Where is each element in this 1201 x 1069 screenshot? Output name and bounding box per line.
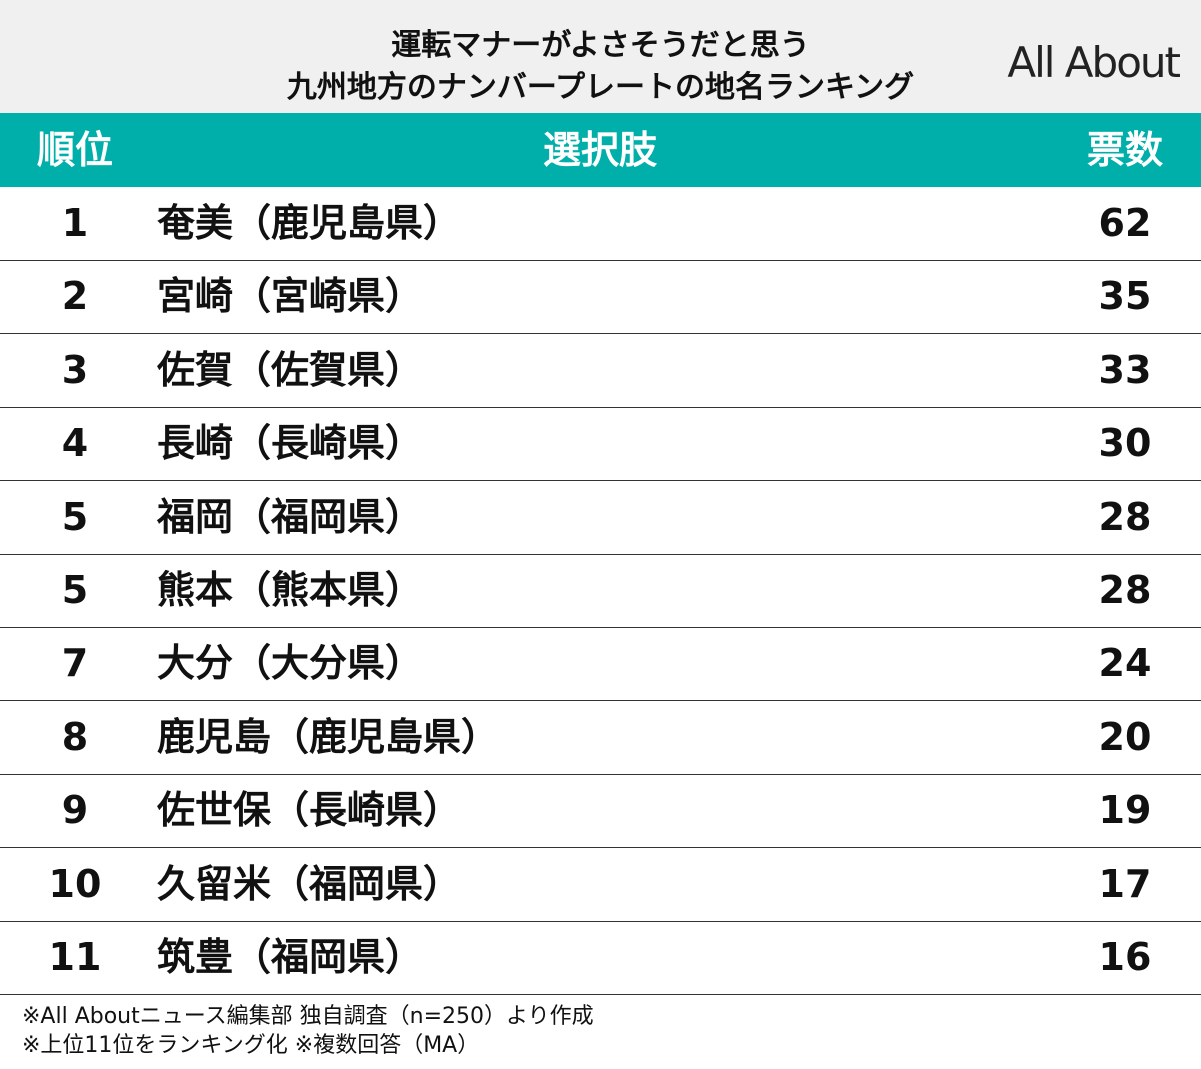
logo: All About <box>1007 38 1181 87</box>
votes: 30 <box>1098 421 1152 466</box>
table-row: 10 久留米（福岡県） 17 <box>0 848 1201 922</box>
rank: 10 <box>48 861 102 906</box>
votes: 33 <box>1098 347 1152 392</box>
table-row: 11 筑豊（福岡県） 16 <box>0 921 1201 995</box>
table-row: 3 佐賀（佐賀県） 33 <box>0 334 1201 408</box>
choice: 久留米（福岡県） <box>157 861 462 906</box>
rank: 7 <box>61 641 89 686</box>
choice: 熊本（熊本県） <box>157 568 424 612</box>
votes: 35 <box>1098 274 1152 319</box>
choice: 佐賀（佐賀県） <box>157 347 424 392</box>
table-row: 1 奄美（鹿児島県） 62 <box>0 187 1201 261</box>
choice: 奄美（鹿児島県） <box>157 201 462 245</box>
rank: 5 <box>61 568 89 612</box>
rank: 9 <box>61 788 89 833</box>
votes: 62 <box>1098 201 1152 245</box>
rank: 5 <box>61 494 89 539</box>
votes: 24 <box>1098 641 1152 686</box>
column-header: 票数 <box>1086 128 1163 172</box>
choice: 佐世保（長崎県） <box>157 788 462 833</box>
choice: 筑豊（福岡県） <box>157 935 424 979</box>
votes: 28 <box>1098 494 1152 539</box>
rank: 8 <box>61 714 89 759</box>
votes: 19 <box>1098 788 1152 833</box>
rank: 1 <box>61 201 89 245</box>
rank: 3 <box>61 347 89 392</box>
title-line: 運転マナーがよさそうだと思う <box>391 28 810 63</box>
table-row: 9 佐世保（長崎県） 19 <box>0 774 1201 849</box>
table-row: 2 宮崎（宮崎県） 35 <box>0 260 1201 335</box>
table-row: 8 鹿児島（鹿児島県） 20 <box>0 701 1201 775</box>
title-line: 九州地方のナンバープレートの地名ランキング <box>286 70 915 105</box>
column-header: 選択肢 <box>542 128 657 172</box>
votes: 28 <box>1098 568 1152 612</box>
table-header: 順位 選択肢 票数 <box>0 113 1201 187</box>
rank: 4 <box>61 421 89 466</box>
table-row: 5 福岡（福岡県） 28 <box>0 481 1201 555</box>
table-row: 4 長崎（長崎県） 30 <box>0 407 1201 482</box>
footnote: ※All Aboutニュース編集部 独自調査（n=250）より作成 <box>22 1004 594 1029</box>
rank: 11 <box>48 935 102 979</box>
choice: 鹿児島（鹿児島県） <box>157 714 500 759</box>
choice: 宮崎（宮崎県） <box>157 274 424 319</box>
header: 運転マナーがよさそうだと思う 九州地方のナンバープレートの地名ランキング All… <box>0 0 1201 113</box>
column-header: 順位 <box>36 128 113 172</box>
choice: 福岡（福岡県） <box>157 494 424 539</box>
votes: 17 <box>1098 861 1152 906</box>
table-row: 5 熊本（熊本県） 28 <box>0 554 1201 628</box>
table-row: 7 大分（大分県） 24 <box>0 627 1201 702</box>
choice: 大分（大分県） <box>157 641 424 686</box>
footnote: ※上位11位をランキング化 ※複数回答（MA） <box>22 1033 480 1058</box>
rank: 2 <box>61 274 89 319</box>
votes: 16 <box>1098 935 1152 979</box>
votes: 20 <box>1098 714 1152 759</box>
choice: 長崎（長崎県） <box>157 421 424 466</box>
